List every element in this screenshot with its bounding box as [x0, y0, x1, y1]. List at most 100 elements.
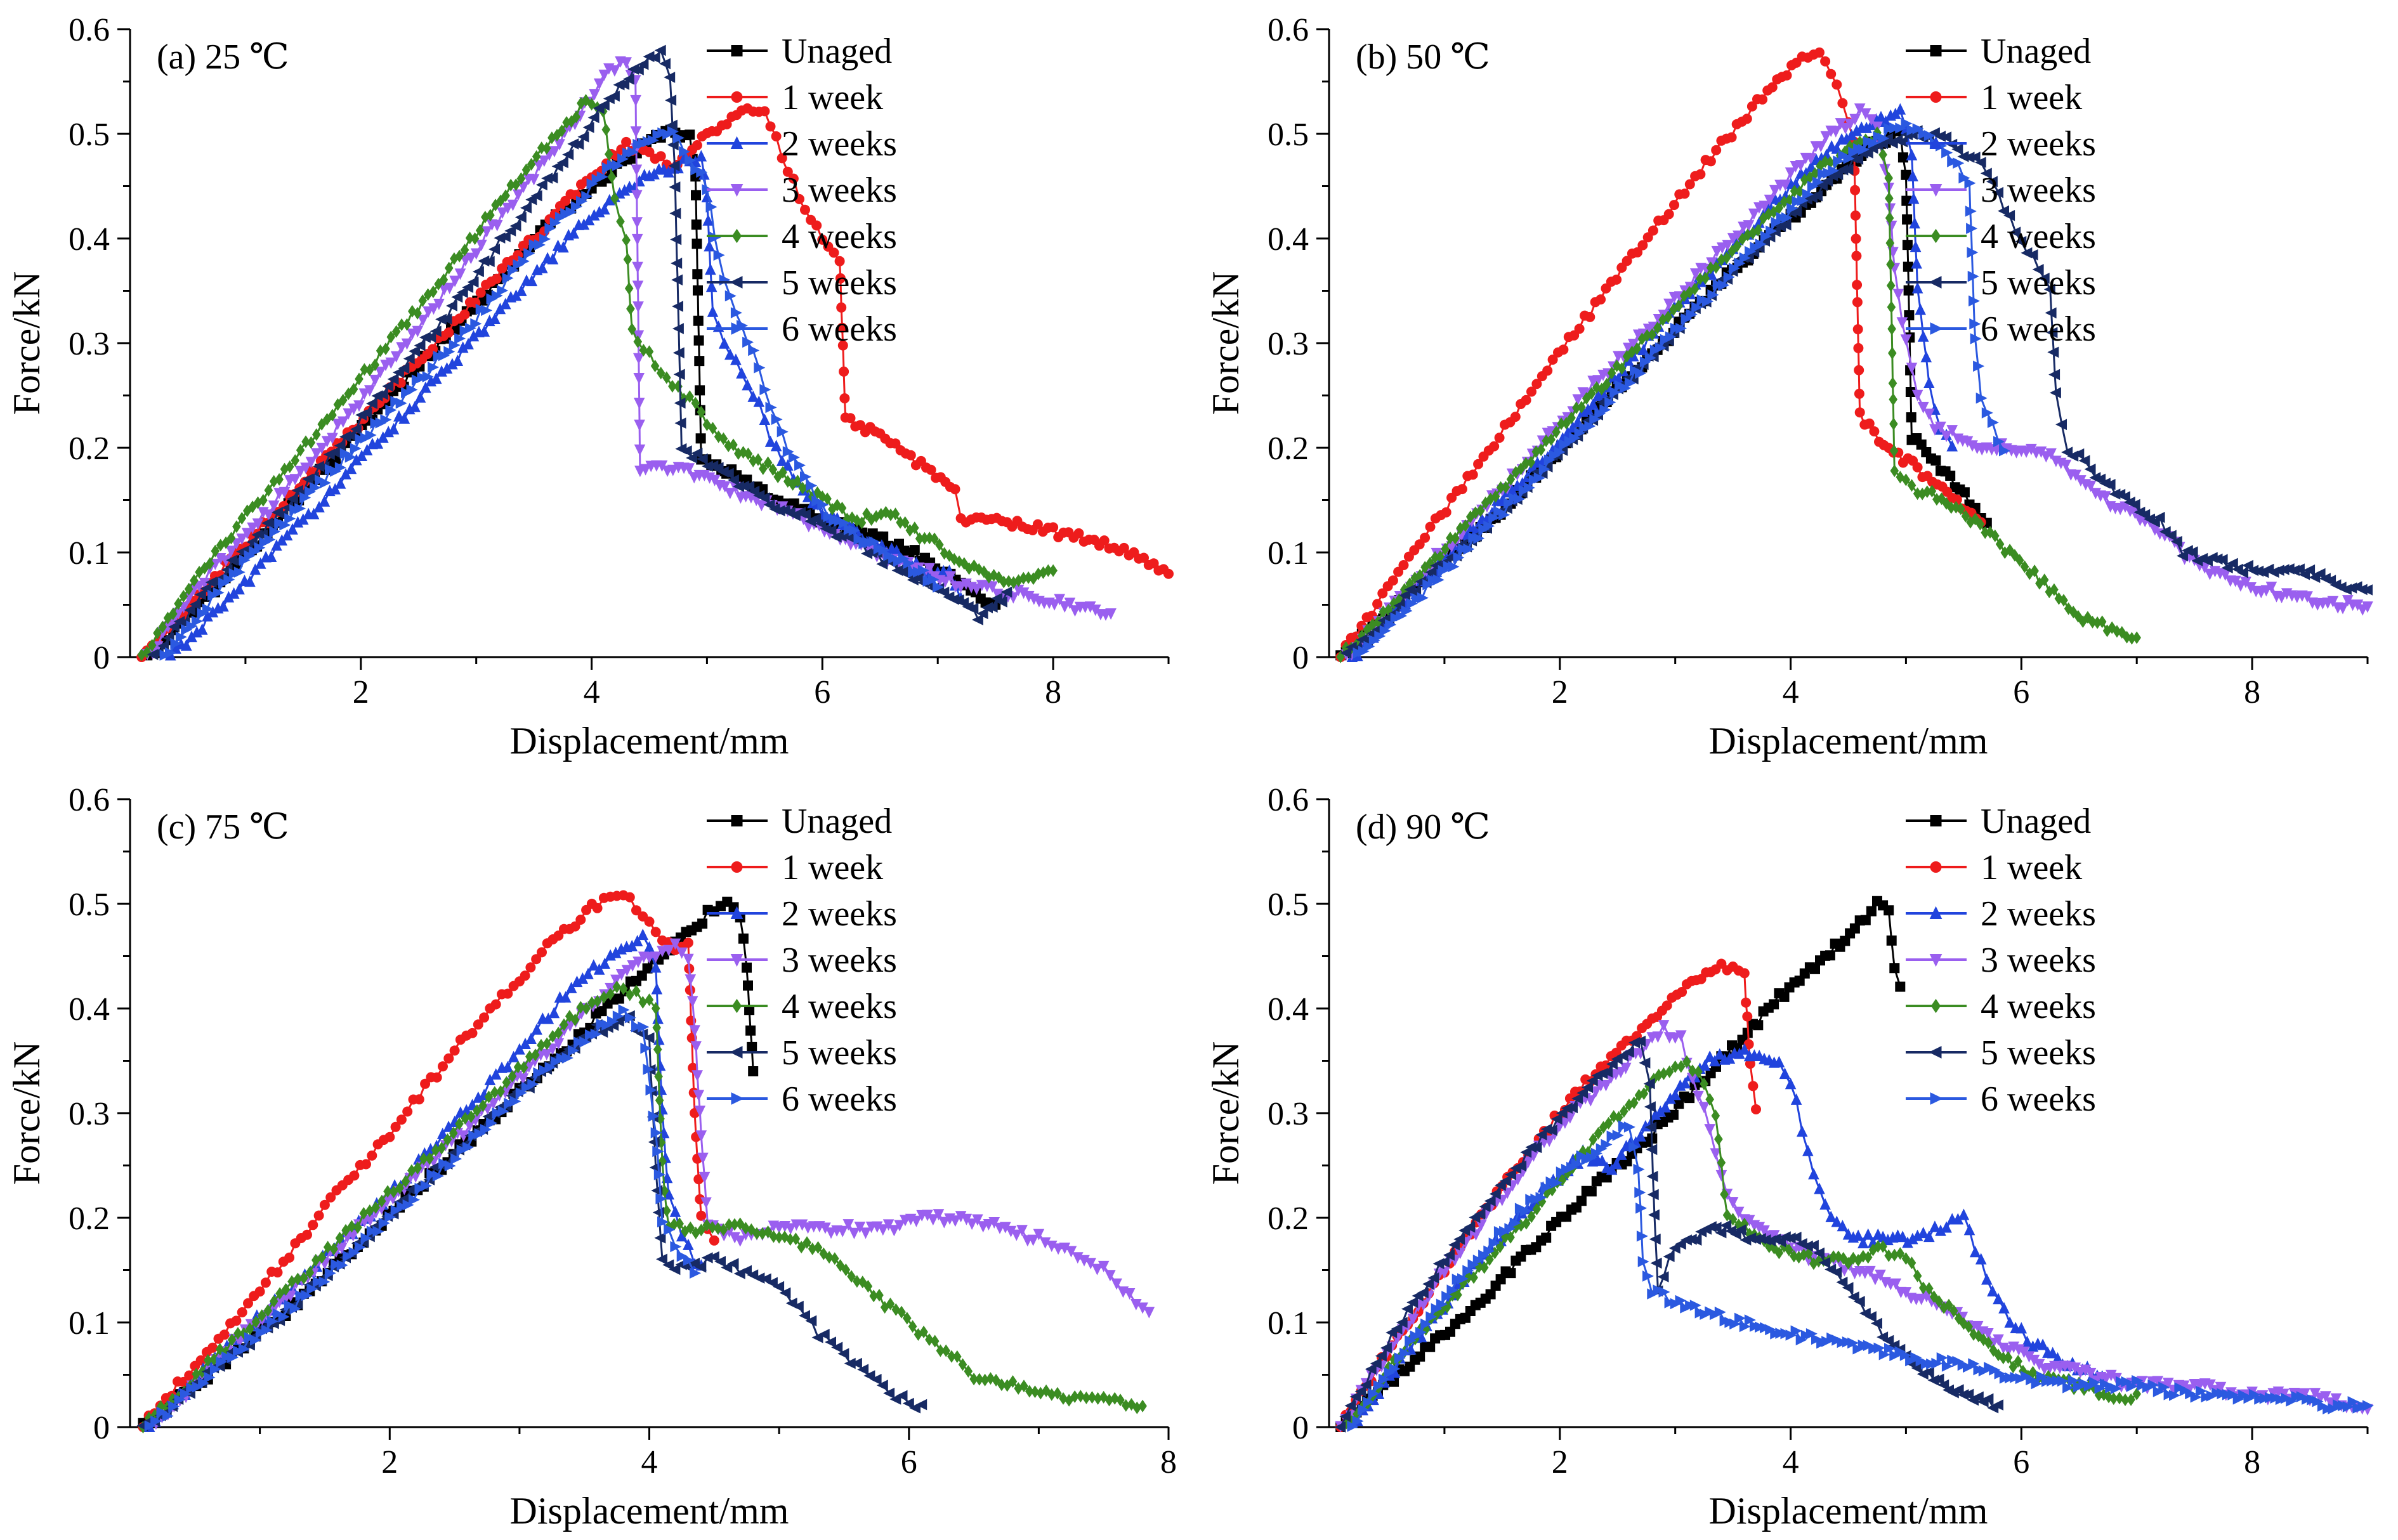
series-unaged: [1335, 896, 1906, 1432]
series-line: [1339, 130, 2137, 658]
legend-label: 6 weeks: [1981, 310, 2096, 349]
y-tick-label: 0: [93, 640, 110, 676]
y-axis-label: Force/kN: [1205, 1041, 1247, 1185]
series-4-weeks: [1336, 126, 2141, 663]
series-markers: [164, 150, 967, 661]
panel-title: (d) 90 ℃: [1356, 807, 1490, 847]
legend-marker-circle: [731, 861, 743, 873]
y-tick-label: 0.5: [1268, 887, 1309, 923]
series-markers: [1335, 896, 1906, 1432]
tick-marks: [117, 28, 1170, 670]
legend-marker-triangle-left: [730, 1046, 743, 1059]
y-tick-label: 0.4: [69, 991, 110, 1028]
legend-marker-diamond: [1930, 998, 1941, 1014]
legend-label: 3 weeks: [1981, 171, 2096, 210]
legend-marker-square: [731, 815, 743, 826]
legend: Unaged 1 week 2 weeks 3 weeks 4 weeks 5 weeks…: [707, 32, 897, 349]
x-axis-label: Displacement/mm: [510, 1490, 789, 1532]
y-tick-label: 0.1: [1268, 535, 1309, 571]
series-5-weeks: [136, 1010, 927, 1432]
chart-panel-75c: 0 0.1 0.2 0.3 0.4 0.5 0.6 2 4 6 8 Displacement/mm Fo…: [6, 782, 1177, 1532]
legend-label: 1 week: [1981, 78, 2082, 117]
y-tick-label: 0.5: [1268, 117, 1309, 153]
x-tick-label: 4: [1783, 1444, 1799, 1480]
series-line: [142, 986, 1143, 1428]
legend-label: Unaged: [782, 32, 892, 71]
y-tick-label: 0.5: [69, 887, 110, 923]
legend-marker-square: [1930, 45, 1942, 56]
legend-marker-triangle-down: [1929, 954, 1943, 967]
tick-labels: 0 0.1 0.2 0.3 0.4 0.5 0.6 2 4 6 8: [69, 12, 1061, 710]
y-tick-label: 0.3: [69, 326, 110, 362]
legend-label: 2 weeks: [782, 124, 897, 164]
y-tick-label: 0.2: [1268, 431, 1309, 467]
chart-panel-25c: 0 0.1 0.2 0.3 0.4 0.5 0.6 2 4 6 8 Displacement/mm Fo…: [6, 12, 1174, 762]
legend-label: Unaged: [1981, 802, 2091, 841]
series-markers: [136, 1010, 927, 1432]
legend-marker-triangle-right: [731, 1092, 744, 1105]
legend: Unaged 1 week 2 weeks 3 weeks 4 weeks 5 weeks…: [1906, 802, 2096, 1119]
x-tick-label: 6: [814, 674, 830, 710]
legend-label: 1 week: [1981, 848, 2082, 887]
series-5-weeks: [1334, 1035, 2003, 1433]
series-3-weeks: [1335, 1020, 2373, 1433]
legend-label: 3 weeks: [782, 171, 897, 210]
legend-marker-circle: [731, 91, 743, 103]
y-tick-label: 0.3: [1268, 1096, 1309, 1132]
legend-label: 2 weeks: [1981, 894, 2096, 934]
x-tick-label: 8: [2244, 674, 2260, 710]
tick-marks: [1316, 28, 2369, 670]
y-axis-label: Force/kN: [1205, 271, 1247, 415]
legend-label: 2 weeks: [1981, 124, 2096, 164]
tick-labels: 0 0.1 0.2 0.3 0.4 0.5 0.6 2 4 6 8: [69, 782, 1177, 1480]
y-tick-label: 0.1: [1268, 1305, 1309, 1341]
tick-labels: 0 0.1 0.2 0.3 0.4 0.5 0.6 2 4 6 8: [1268, 782, 2260, 1480]
tick-labels: 0 0.1 0.2 0.3 0.4 0.5 0.6 2 4 6 8: [1268, 12, 2260, 710]
legend-marker-diamond: [1930, 228, 1941, 244]
series-6-weeks: [1347, 1120, 2374, 1432]
panel-d-90c: 0 0.1 0.2 0.3 0.4 0.5 0.6 2 4 6 8 Displacement/mm Fo…: [1199, 770, 2398, 1540]
x-tick-label: 4: [584, 674, 600, 710]
legend-marker-circle: [1930, 91, 1942, 103]
x-tick-label: 8: [2244, 1444, 2260, 1480]
panel-a-25c: 0 0.1 0.2 0.3 0.4 0.5 0.6 2 4 6 8 Displacement/mm Fo…: [0, 0, 1199, 770]
y-tick-label: 0.6: [1268, 782, 1309, 818]
x-tick-label: 8: [1160, 1444, 1177, 1480]
tick-marks: [117, 798, 1170, 1440]
y-tick-label: 0: [1292, 1410, 1309, 1446]
legend-marker-triangle-left: [1929, 276, 1942, 289]
y-tick-label: 0.3: [69, 1096, 110, 1132]
series-markers: [138, 890, 719, 1432]
series-line: [141, 107, 1170, 658]
y-tick-label: 0.2: [1268, 1201, 1309, 1237]
x-tick-label: 2: [1552, 674, 1568, 710]
series-6-weeks: [159, 126, 945, 661]
legend-label: Unaged: [782, 802, 892, 841]
x-tick-label: 6: [2013, 1444, 2029, 1480]
y-tick-label: 0.2: [69, 1201, 110, 1237]
axes: [1316, 28, 2369, 670]
y-tick-label: 0.4: [1268, 221, 1309, 258]
legend-label: 6 weeks: [1981, 1080, 2096, 1119]
axes: [117, 28, 1170, 670]
x-tick-label: 4: [641, 1444, 658, 1480]
series-line: [1339, 1022, 2368, 1427]
y-tick-label: 0: [1292, 640, 1309, 676]
legend-label: 4 weeks: [782, 217, 897, 256]
series-markers: [144, 1004, 702, 1432]
x-axis-label: Displacement/mm: [1709, 720, 1988, 762]
legend-label: 1 week: [782, 78, 883, 117]
x-tick-label: 2: [353, 674, 369, 710]
legend-label: 4 weeks: [782, 987, 897, 1026]
y-axis-label: Force/kN: [6, 1041, 48, 1185]
axes: [1316, 798, 2369, 1440]
legend-marker-triangle-left: [730, 276, 743, 289]
legend-marker-triangle-up: [730, 906, 744, 919]
y-tick-label: 0.4: [69, 221, 110, 258]
legend-label: 5 weeks: [782, 263, 897, 303]
legend-marker-square: [1930, 815, 1942, 826]
y-tick-label: 0.4: [1268, 991, 1309, 1028]
legend: Unaged 1 week 2 weeks 3 weeks 4 weeks 5 weeks…: [707, 802, 897, 1119]
series-4-weeks: [138, 981, 1147, 1433]
